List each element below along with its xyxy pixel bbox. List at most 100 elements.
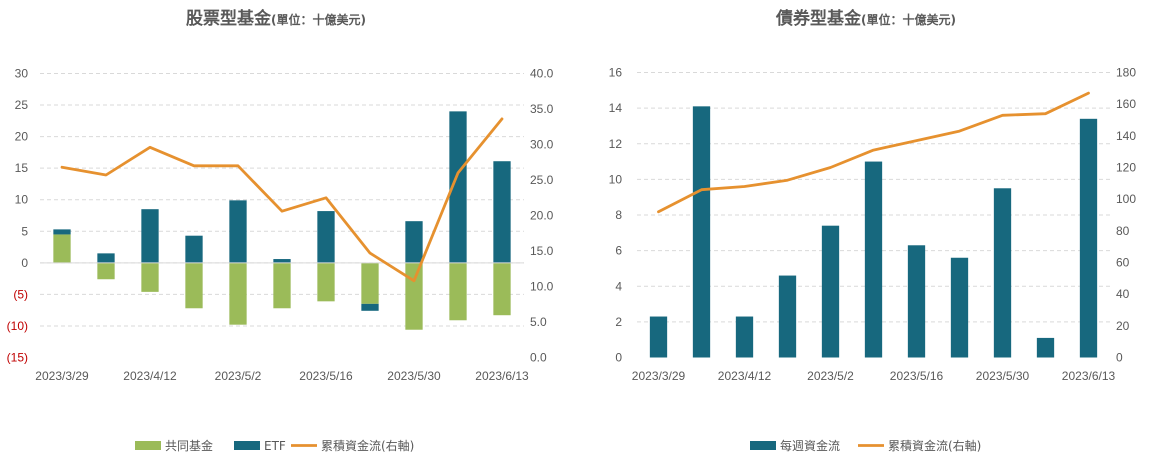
bar-2-5 [229,200,247,263]
y-left-tick-label: 15 [15,161,29,175]
y-right-tick-label: 5.0 [530,315,547,329]
y-left-tick-label: 4 [615,279,622,293]
x-tick-label: 2023/5/16 [890,369,944,383]
bar-1-10 [449,262,467,321]
legend-swatch [135,441,161,450]
y-right-tick-label: 160 [1116,97,1136,111]
legend-swatch [750,441,776,450]
bar-1-10 [1036,337,1055,358]
x-tick-label: 2023/5/2 [215,369,262,383]
x-tick-label: 2023/3/29 [35,369,89,383]
legend-item-1: 共同基金 [135,438,213,453]
x-tick-label: 2023/6/13 [1062,369,1116,383]
x-tick-label: 2023/3/29 [632,369,686,383]
y-left-tick-label: 0 [615,351,622,365]
y-right-tick-label: 10.0 [530,280,554,294]
y-right-tick-label: 0.0 [530,351,547,365]
y-right-tick-label: 180 [1116,66,1136,80]
bar-2-3 [141,209,159,263]
x-tick-label: 2023/5/16 [299,369,353,383]
x-tick-label: 2023/6/13 [475,369,529,383]
bar-2-11 [493,161,511,263]
y-left-tick-label: 20 [15,130,29,144]
bar-1-11 [1079,118,1098,358]
bar-2-2 [97,253,115,263]
bar-1-4 [778,275,797,358]
y-left-tick-label: 2 [615,315,622,329]
bar-1-1 [649,316,668,358]
y-right-tick-label: 140 [1116,129,1136,143]
y-right-tick-label: 25.0 [530,173,554,187]
y-right-tick-label: 20 [1116,319,1130,333]
bar-1-5 [821,225,840,358]
legend: 共同基金 ETF 累積資金流(右軸) [135,438,414,453]
y-left-tick-label: 25 [15,98,29,112]
bar-1-7 [907,245,926,358]
bar-2-9 [405,221,423,263]
legend-label: 累積資金流(右軸) [888,438,981,453]
line-series-2 [657,91,1090,214]
chart-subtitle: (單位：十億美元) [271,12,366,27]
y-left-tick-label: 30 [15,67,29,81]
y-left-tick-label: (5) [13,287,28,301]
y-right-tick-label: 35.0 [530,102,554,116]
legend-swatch [234,441,260,450]
y-right-tick-label: 80 [1116,224,1130,238]
legend-item-1: 每週資金流 [750,438,840,453]
chart-2: 債券型基金(單位：十億美元)16141210864201801601401201… [609,8,1137,453]
bar-2-10 [449,111,467,263]
y-right-tick-label: 15.0 [530,244,554,258]
bar-1-8 [950,257,969,358]
y-right-tick-label: 40.0 [530,67,554,81]
x-tick-label: 2023/5/2 [807,369,854,383]
y-right-tick-label: 100 [1116,192,1136,206]
bar-2-6 [273,259,291,263]
bar-1-1 [53,234,71,263]
bar-2-8 [361,303,379,311]
line-series-3 [60,117,504,283]
y-left-tick-label: 5 [21,224,28,238]
y-right-tick-label: 0 [1116,351,1123,365]
y-right-tick-label: 40 [1116,287,1130,301]
bar-2-1 [53,229,71,235]
legend-label: 每週資金流 [780,438,840,453]
bar-1-5 [229,262,247,325]
x-tick-label: 2023/4/12 [123,369,177,383]
bar-1-2 [97,262,115,280]
y-left-tick-label: 12 [609,137,623,151]
bar-1-4 [185,262,203,309]
bar-1-8 [361,262,379,304]
y-left-tick-label: (15) [7,351,28,365]
chart-1: 股票型基金(單位：十億美元) 30 25 20 15 10 5 0 (5) (10) (15) 40.… [7,8,554,453]
y-left-tick-label: 6 [615,244,622,258]
y-left-tick-label: 10 [15,193,29,207]
bar-2-7 [317,211,335,263]
bar-2-4 [185,235,203,263]
y-left-tick-label: 16 [609,66,623,80]
bar-1-7 [317,262,335,302]
y-right-tick-label: 120 [1116,161,1136,175]
chart-title: 股票型基金(單位：十億美元) [186,8,366,29]
bar-1-3 [735,316,754,358]
bar-1-6 [864,161,883,358]
chart-title-main: 債券型基金 [775,8,862,29]
legend: 每週資金流 累積資金流(右軸) [750,438,981,453]
legend-item-2: 累積資金流(右軸) [858,438,981,453]
legend-item-3: 累積資金流(右軸) [291,438,414,453]
y-right-tick-label: 60 [1116,256,1130,270]
bar-1-6 [273,262,291,309]
x-tick-label: 2023/4/12 [718,369,772,383]
y-right-tick-label: 20.0 [530,209,554,223]
bar-1-2 [692,106,711,358]
chart-title: 債券型基金(單位：十億美元) [775,8,956,29]
chart-title-main: 股票型基金 [186,8,272,29]
x-tick-label: 2023/5/30 [387,369,441,383]
legend-label: ETF [264,439,286,453]
y-right-tick-label: 30.0 [530,138,554,152]
y-left-tick-label: 10 [609,172,623,186]
y-left-tick-label: 8 [615,208,622,222]
y-left-tick-label: (10) [7,319,28,333]
chart-subtitle: (單位：十億美元) [861,12,956,27]
